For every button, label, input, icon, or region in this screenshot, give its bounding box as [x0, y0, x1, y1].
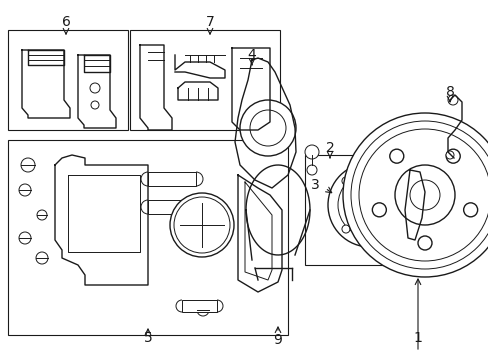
Circle shape	[19, 184, 31, 196]
Circle shape	[21, 158, 35, 172]
Text: 8: 8	[445, 85, 453, 99]
Text: 1: 1	[413, 331, 422, 345]
Circle shape	[389, 225, 397, 233]
Bar	[148, 200, 185, 214]
Circle shape	[306, 165, 316, 175]
Circle shape	[240, 100, 295, 156]
Circle shape	[417, 236, 431, 250]
Circle shape	[354, 190, 384, 220]
Bar	[305, 155, 422, 265]
Circle shape	[350, 121, 488, 269]
Circle shape	[409, 180, 439, 210]
Circle shape	[91, 101, 99, 109]
Circle shape	[446, 149, 459, 163]
Bar	[148, 172, 196, 186]
Text: 7: 7	[205, 15, 214, 29]
Circle shape	[37, 210, 47, 220]
Circle shape	[463, 203, 477, 217]
Bar	[182, 300, 217, 312]
Bar	[8, 140, 287, 335]
Text: 2: 2	[325, 141, 334, 155]
Text: 5: 5	[143, 331, 152, 345]
Circle shape	[170, 193, 234, 257]
Circle shape	[327, 163, 411, 247]
Circle shape	[249, 110, 285, 146]
Text: 9: 9	[273, 333, 282, 347]
Circle shape	[342, 113, 488, 277]
Bar	[8, 30, 128, 130]
Circle shape	[19, 232, 31, 244]
Circle shape	[445, 151, 453, 159]
Circle shape	[371, 203, 386, 217]
Circle shape	[447, 95, 457, 105]
Circle shape	[341, 177, 349, 185]
Circle shape	[394, 165, 454, 225]
Circle shape	[305, 145, 318, 159]
Circle shape	[180, 203, 224, 247]
Circle shape	[358, 129, 488, 261]
Circle shape	[36, 252, 48, 264]
Circle shape	[389, 177, 397, 185]
Text: 4: 4	[247, 48, 256, 62]
Circle shape	[197, 304, 208, 316]
Circle shape	[90, 83, 100, 93]
Circle shape	[341, 225, 349, 233]
Circle shape	[337, 173, 401, 237]
Text: 3: 3	[310, 178, 319, 192]
Circle shape	[389, 149, 403, 163]
Text: 6: 6	[61, 15, 70, 29]
Bar	[130, 30, 280, 130]
Circle shape	[174, 197, 229, 253]
Circle shape	[362, 198, 376, 212]
